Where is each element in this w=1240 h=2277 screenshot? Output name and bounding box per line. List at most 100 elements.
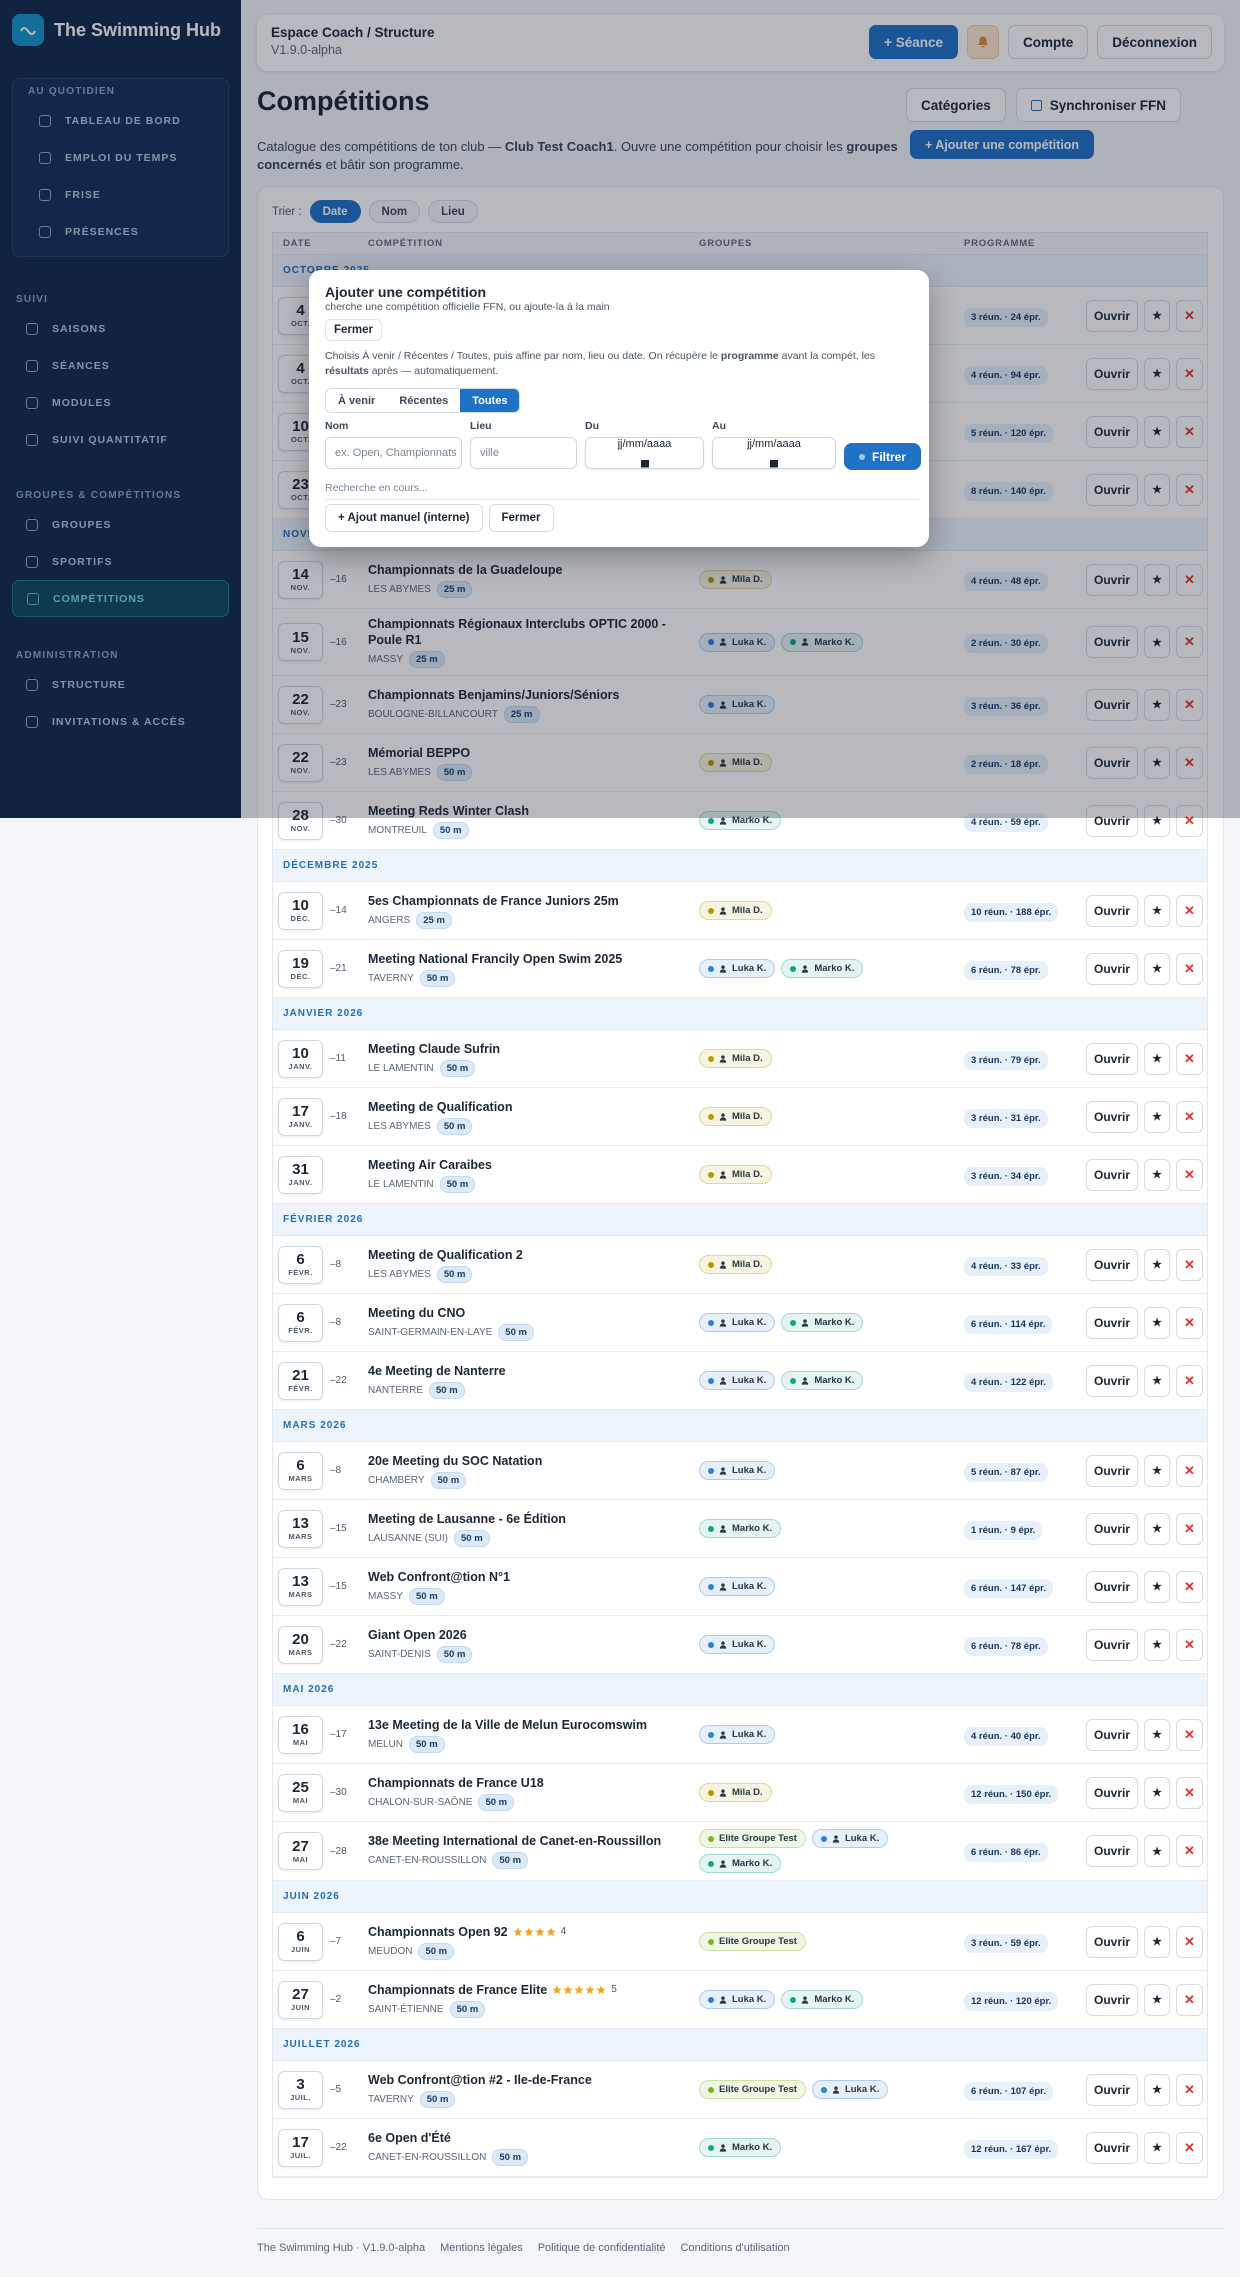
nav-item[interactable]: SPORTIFS (12, 543, 229, 580)
modal-close-button[interactable]: Fermer (325, 319, 382, 341)
modal-tab[interactable]: À venir (338, 394, 376, 407)
open-button[interactable]: Ouvrir (1086, 2073, 1138, 2106)
delete-button[interactable]: ✕ (1176, 2073, 1203, 2106)
nav-item[interactable]: FRISE (13, 176, 228, 213)
favorite-button[interactable]: ★ (1144, 1100, 1170, 1133)
delete-button[interactable]: ✕ (1176, 1570, 1203, 1603)
favorite-button[interactable]: ★ (1144, 1306, 1170, 1339)
open-button[interactable]: Ouvrir (1086, 1925, 1138, 1958)
nav-item[interactable]: STRUCTURE (12, 666, 229, 703)
favorite-button[interactable]: ★ (1144, 1454, 1170, 1487)
sort-option[interactable]: Lieu (428, 200, 478, 223)
open-button[interactable]: Ouvrir (1086, 1983, 1138, 2016)
notifications-button[interactable] (966, 25, 999, 59)
nav-item[interactable]: GROUPES (12, 506, 229, 543)
open-button[interactable]: Ouvrir (1086, 1628, 1138, 1661)
delete-button[interactable]: ✕ (1176, 1628, 1203, 1661)
modal-tab[interactable]: Toutes (460, 389, 520, 412)
delete-button[interactable]: ✕ (1176, 952, 1203, 985)
favorite-button[interactable]: ★ (1144, 299, 1170, 332)
open-button[interactable]: Ouvrir (1086, 1158, 1138, 1191)
open-button[interactable]: Ouvrir (1086, 1364, 1138, 1397)
open-button[interactable]: Ouvrir (1086, 1835, 1138, 1867)
favorite-button[interactable]: ★ (1144, 1983, 1170, 2016)
favorite-button[interactable]: ★ (1144, 952, 1170, 985)
favorite-button[interactable]: ★ (1144, 1925, 1170, 1958)
open-button[interactable]: Ouvrir (1086, 2131, 1138, 2164)
delete-button[interactable]: ✕ (1176, 1512, 1203, 1545)
delete-button[interactable]: ✕ (1176, 1306, 1203, 1339)
logout-button[interactable]: Déconnexion (1097, 25, 1212, 59)
nav-item[interactable]: MODULES (12, 384, 229, 421)
add-competition-button[interactable]: + Ajouter une compétition (910, 130, 1095, 159)
delete-button[interactable]: ✕ (1176, 626, 1203, 658)
delete-button[interactable]: ✕ (1176, 1364, 1203, 1397)
nav-item[interactable]: SAISONS (12, 310, 229, 347)
nav-item[interactable]: COMPÉTITIONS (12, 580, 229, 617)
favorite-button[interactable]: ★ (1144, 357, 1170, 390)
delete-button[interactable]: ✕ (1176, 1248, 1203, 1281)
footer-link[interactable]: Mentions légales (440, 2242, 523, 2254)
nav-item[interactable]: TABLEAU DE BORD (13, 102, 228, 139)
delete-button[interactable]: ✕ (1176, 1776, 1203, 1809)
filter-button[interactable]: Filtrer (844, 443, 922, 470)
open-button[interactable]: Ouvrir (1086, 473, 1138, 506)
delete-button[interactable]: ✕ (1176, 473, 1203, 506)
open-button[interactable]: Ouvrir (1086, 688, 1138, 721)
open-button[interactable]: Ouvrir (1086, 415, 1138, 448)
modal-close-button[interactable]: Fermer (488, 504, 554, 532)
open-button[interactable]: Ouvrir (1086, 626, 1138, 658)
favorite-button[interactable]: ★ (1144, 804, 1170, 837)
favorite-button[interactable]: ★ (1144, 746, 1170, 779)
favorite-button[interactable]: ★ (1144, 2131, 1170, 2164)
favorite-button[interactable]: ★ (1144, 473, 1170, 506)
delete-button[interactable]: ✕ (1176, 299, 1203, 332)
open-button[interactable]: Ouvrir (1086, 1306, 1138, 1339)
nav-item[interactable]: SUIVI QUANTITATIF (12, 421, 229, 458)
open-button[interactable]: Ouvrir (1086, 1100, 1138, 1133)
delete-button[interactable]: ✕ (1176, 746, 1203, 779)
open-button[interactable]: Ouvrir (1086, 1248, 1138, 1281)
field-input[interactable]: ex. Open, Championnats (325, 437, 462, 469)
favorite-button[interactable]: ★ (1144, 688, 1170, 721)
nav-item[interactable]: INVITATIONS & ACCÈS (12, 703, 229, 740)
favorite-button[interactable]: ★ (1144, 1776, 1170, 1809)
open-button[interactable]: Ouvrir (1086, 1718, 1138, 1751)
open-button[interactable]: Ouvrir (1086, 357, 1138, 390)
delete-button[interactable]: ✕ (1176, 563, 1203, 596)
open-button[interactable]: Ouvrir (1086, 746, 1138, 779)
field-input[interactable]: jj/mm/aaaa (712, 437, 836, 469)
favorite-button[interactable]: ★ (1144, 1570, 1170, 1603)
delete-button[interactable]: ✕ (1176, 804, 1203, 837)
footer-link[interactable]: Politique de confidentialité (537, 2242, 666, 2254)
nav-item[interactable]: EMPLOI DU TEMPS (13, 139, 228, 176)
favorite-button[interactable]: ★ (1144, 1512, 1170, 1545)
categories-button[interactable]: Catégories (906, 88, 1006, 122)
favorite-button[interactable]: ★ (1144, 1718, 1170, 1751)
delete-button[interactable]: ✕ (1176, 1042, 1203, 1075)
open-button[interactable]: Ouvrir (1086, 1776, 1138, 1809)
delete-button[interactable]: ✕ (1176, 1718, 1203, 1751)
sort-option[interactable]: Nom (368, 200, 421, 223)
open-button[interactable]: Ouvrir (1086, 1454, 1138, 1487)
open-button[interactable]: Ouvrir (1086, 299, 1138, 332)
nav-item[interactable]: PRÉSENCES (13, 213, 228, 250)
account-button[interactable]: Compte (1007, 25, 1089, 59)
delete-button[interactable]: ✕ (1176, 894, 1203, 927)
delete-button[interactable]: ✕ (1176, 1454, 1203, 1487)
sort-option[interactable]: Date (309, 200, 361, 223)
delete-button[interactable]: ✕ (1176, 1983, 1203, 2016)
favorite-button[interactable]: ★ (1144, 1042, 1170, 1075)
favorite-button[interactable]: ★ (1144, 563, 1170, 596)
delete-button[interactable]: ✕ (1176, 688, 1203, 721)
favorite-button[interactable]: ★ (1144, 415, 1170, 448)
sync-button[interactable]: Synchroniser FFN (1015, 88, 1182, 122)
delete-button[interactable]: ✕ (1176, 1158, 1203, 1191)
delete-button[interactable]: ✕ (1176, 415, 1203, 448)
favorite-button[interactable]: ★ (1144, 1628, 1170, 1661)
open-button[interactable]: Ouvrir (1086, 563, 1138, 596)
delete-button[interactable]: ✕ (1176, 357, 1203, 390)
open-button[interactable]: Ouvrir (1086, 1512, 1138, 1545)
open-button[interactable]: Ouvrir (1086, 804, 1138, 837)
delete-button[interactable]: ✕ (1176, 1925, 1203, 1958)
